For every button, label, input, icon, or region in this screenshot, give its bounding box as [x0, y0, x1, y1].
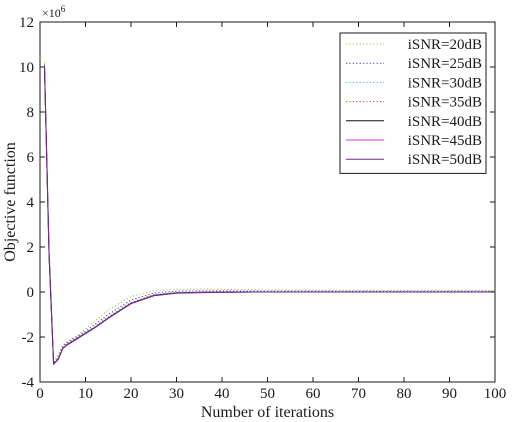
series-line-3 [44, 66, 495, 366]
series-line-7 [44, 66, 495, 366]
y-tick-label: 2 [27, 240, 35, 256]
x-tick-label: 20 [124, 386, 139, 402]
legend-label: iSNR=25dB [408, 56, 482, 72]
x-tick-label: 80 [397, 386, 412, 402]
series-line-1 [44, 62, 495, 364]
y-tick-label: 8 [27, 105, 35, 121]
x-tick-label: 100 [484, 386, 507, 402]
y-multiplier-base: ×10 [42, 6, 61, 20]
axes-layer: 0 10 20 30 40 50 60 70 80 90 100 -4 -2 0 2 4 6 8 10 12 [19, 15, 506, 402]
x-tick-label: 50 [260, 386, 275, 402]
y-tick-label: -2 [22, 330, 35, 346]
y-multiplier-label: ×106 [42, 4, 66, 20]
y-tick-label: 4 [27, 195, 35, 211]
x-tick-label: 30 [169, 386, 184, 402]
y-tick-label: 0 [27, 285, 35, 301]
legend-label: iSNR=20dB [408, 37, 482, 53]
x-tick-label: 40 [215, 386, 230, 402]
x-tick-label: 70 [351, 386, 366, 402]
series-layer [44, 62, 495, 366]
legend-label: iSNR=40dB [408, 114, 482, 130]
x-axis-label: Number of iterations [201, 404, 334, 421]
x-tick-label: 0 [36, 386, 44, 402]
legend-label: iSNR=35dB [408, 95, 482, 111]
y-tick-label: 10 [19, 60, 34, 76]
legend-box [339, 32, 487, 174]
legend-label: iSNR=30dB [408, 75, 482, 91]
legend: iSNR=20dB iSNR=25dB iSNR=30dB iSNR=35dB iSNR… [339, 32, 487, 174]
x-tick-label: 60 [306, 386, 321, 402]
y-tick-label: -4 [22, 375, 35, 391]
legend-label: iSNR=50dB [408, 152, 482, 168]
y-axis-label: Objective function [2, 142, 19, 262]
legend-label: iSNR=45dB [408, 133, 482, 149]
x-tick-label: 90 [442, 386, 457, 402]
x-tick-label: 10 [78, 386, 93, 402]
y-tick-label: 12 [19, 15, 34, 31]
y-multiplier-exponent: 6 [61, 4, 66, 14]
y-tick-label: 6 [27, 150, 35, 166]
